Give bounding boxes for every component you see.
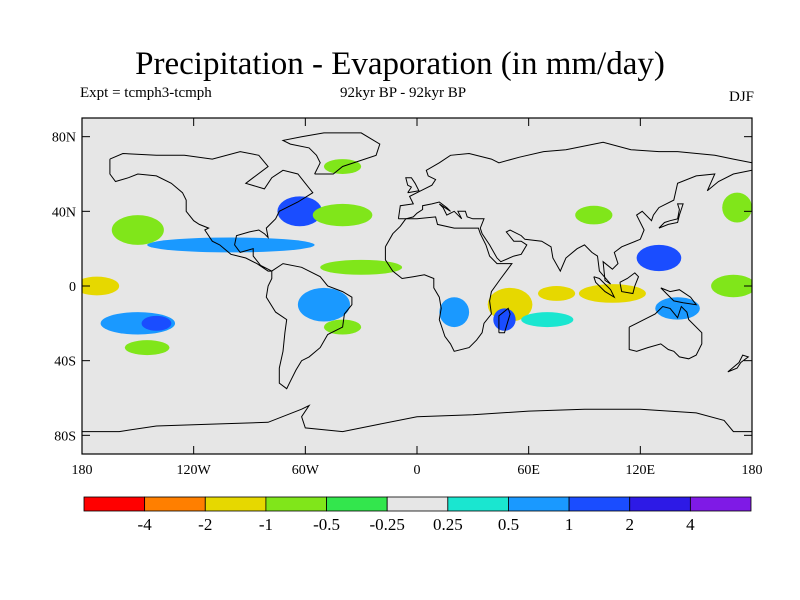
y-tick-label: 80S xyxy=(54,429,76,444)
colorbar-swatch xyxy=(447,496,509,512)
x-tick-label: 60E xyxy=(517,463,540,478)
coastline xyxy=(384,216,513,352)
coastline xyxy=(405,177,420,194)
anomaly-region xyxy=(141,315,172,331)
latitude-axis: 80N 40N 0 40S 80S xyxy=(52,131,752,444)
anomaly-region xyxy=(297,287,351,322)
x-tick-label: 120W xyxy=(177,463,212,478)
longitude-axis: 180 120W 60W 0 60E 120E 180 xyxy=(72,118,763,478)
colorbar-swatch xyxy=(204,496,267,512)
colorbar-label: 0.25 xyxy=(433,515,463,534)
coastline xyxy=(281,132,381,175)
period-label: 92kyr BP - 92kyr BP xyxy=(340,85,467,101)
anomaly-region xyxy=(636,244,682,272)
x-tick-label: 0 xyxy=(414,463,421,478)
anomaly-region xyxy=(521,312,574,328)
map-title: Precipitation - Evaporation (in mm/day) xyxy=(135,46,665,82)
y-tick-label: 80N xyxy=(52,131,76,146)
coastline xyxy=(658,203,684,229)
colorbar-swatch xyxy=(629,496,691,512)
anomaly-region xyxy=(655,297,700,320)
y-tick-label: 40S xyxy=(54,355,76,370)
colorbar-label: 4 xyxy=(686,515,695,534)
anomaly-region xyxy=(124,340,170,356)
anomaly-region xyxy=(320,259,403,275)
anomaly-region xyxy=(537,286,576,301)
experiment-label: Expt = tcmph3-tcmph xyxy=(80,85,212,101)
season-label: DJF xyxy=(728,89,754,105)
anomaly-region xyxy=(147,237,315,253)
colorbar-label: -1 xyxy=(259,515,273,534)
coastline xyxy=(109,151,314,272)
colorbar-swatch xyxy=(326,496,388,512)
colorbar-label: -4 xyxy=(138,515,153,534)
coastline xyxy=(397,141,752,285)
colorbar-label: -0.5 xyxy=(313,515,340,534)
y-tick-label: 0 xyxy=(69,280,76,295)
colorbar-swatch xyxy=(144,496,206,512)
anomaly-region xyxy=(711,274,752,298)
anomaly-region xyxy=(439,297,470,328)
colorbar-label: 1 xyxy=(565,515,574,534)
colorbar-swatch xyxy=(689,496,752,512)
x-tick-label: 180 xyxy=(72,463,93,478)
anomaly-region xyxy=(312,203,373,227)
colorbar-label: -2 xyxy=(198,515,212,534)
map-background xyxy=(82,118,752,454)
coastline xyxy=(265,263,353,390)
coastline xyxy=(628,305,703,360)
x-tick-label: 120E xyxy=(626,463,656,478)
coastline xyxy=(660,287,698,306)
coastline xyxy=(619,272,640,295)
x-tick-label: 180 xyxy=(742,463,763,478)
anomaly-region xyxy=(82,276,120,296)
colorbar: -4 -2 -1 -0.5 -0.25 0.25 0.5 1 2 4 xyxy=(83,496,752,534)
anomaly-regions xyxy=(82,159,752,356)
colorbar-label: -0.25 xyxy=(369,515,404,534)
anomaly-region xyxy=(277,196,323,227)
coastlines xyxy=(82,132,752,433)
colorbar-label: 2 xyxy=(625,515,634,534)
coastline xyxy=(82,404,752,433)
coastline xyxy=(593,276,616,299)
y-tick-label: 40N xyxy=(52,205,76,220)
anomaly-region xyxy=(111,215,164,245)
colorbar-swatch xyxy=(83,496,146,512)
colorbar-swatch xyxy=(265,496,327,512)
coastline xyxy=(727,354,750,373)
coastline xyxy=(498,307,511,334)
colorbar-swatch xyxy=(386,496,449,512)
colorbar-swatch xyxy=(568,496,631,512)
colorbar-swatch xyxy=(508,496,570,512)
anomaly-region xyxy=(575,205,613,225)
colorbar-label: 0.5 xyxy=(498,515,519,534)
anomaly-region xyxy=(722,192,752,223)
x-tick-label: 60W xyxy=(292,463,320,478)
